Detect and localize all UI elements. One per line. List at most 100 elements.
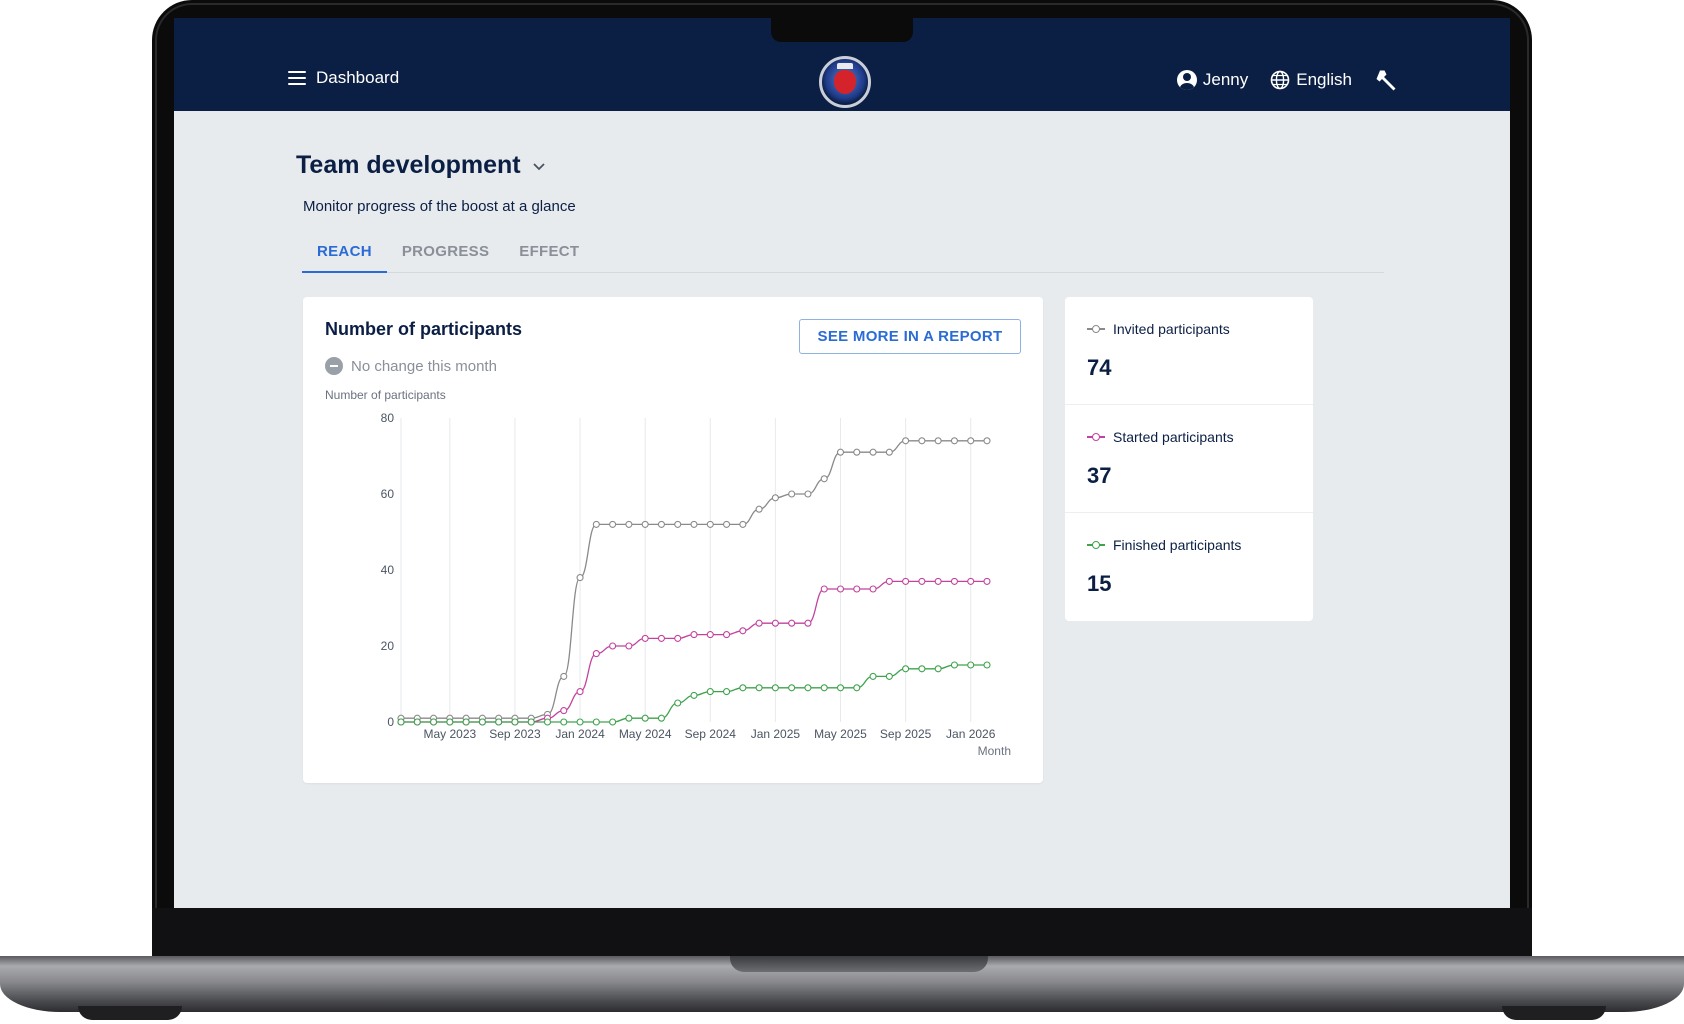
brand-logo[interactable] — [819, 56, 871, 108]
x-tick-label: May 2025 — [814, 727, 867, 741]
data-point — [560, 718, 568, 726]
stat-finished-value: 15 — [1087, 571, 1112, 596]
data-point — [950, 437, 958, 445]
data-point — [478, 718, 486, 726]
data-point — [902, 437, 910, 445]
user-icon — [1176, 70, 1197, 90]
stat-finished-label: Finished participants — [1113, 537, 1242, 553]
data-point — [950, 661, 958, 669]
data-point — [755, 619, 763, 627]
data-point — [674, 634, 682, 642]
stat-invited-label: Invited participants — [1113, 321, 1230, 337]
data-point — [934, 437, 942, 445]
data-point — [739, 684, 747, 692]
data-point — [625, 714, 633, 722]
data-point — [592, 718, 600, 726]
participants-line-chart: Number of participants 0 20 40 60 80 May 2023 S… — [325, 388, 1011, 758]
stat-finished: Finished participants 15 — [1065, 513, 1313, 621]
x-tick-label: Jan 2025 — [751, 727, 801, 741]
data-point — [609, 718, 617, 726]
data-point — [918, 577, 926, 585]
participants-chart-card: Number of participants SEE MORE IN A REP… — [303, 297, 1043, 783]
legend-line-icon — [1087, 432, 1105, 442]
data-point — [804, 684, 812, 692]
wrench-icon — [1376, 70, 1396, 91]
data-point — [706, 688, 714, 696]
data-point — [950, 577, 958, 585]
data-point — [576, 574, 584, 582]
data-point — [576, 718, 584, 726]
y-axis-title: Number of participants — [325, 388, 446, 402]
language-selector[interactable]: English — [1270, 70, 1352, 90]
data-point — [820, 684, 828, 692]
camera-notch — [771, 18, 913, 42]
data-point — [869, 672, 877, 680]
settings-button[interactable] — [1374, 68, 1398, 92]
data-point — [788, 619, 796, 627]
tab-bar: REACH PROGRESS EFFECT — [302, 233, 1384, 273]
data-point — [967, 661, 975, 669]
chevron-down-icon — [532, 162, 545, 170]
data-point — [853, 448, 861, 456]
data-point — [739, 627, 747, 635]
data-point — [983, 661, 991, 669]
tab-progress[interactable]: PROGRESS — [401, 243, 490, 260]
data-point — [983, 437, 991, 445]
data-point — [723, 520, 731, 528]
y-tick-label: 80 — [381, 411, 395, 425]
data-point — [723, 631, 731, 639]
data-point — [674, 699, 682, 707]
tab-effect[interactable]: EFFECT — [519, 243, 580, 260]
data-point — [902, 665, 910, 673]
y-tick-label: 0 — [387, 715, 394, 729]
legend-line-icon — [1087, 540, 1105, 550]
page-title-dropdown[interactable]: Team development — [296, 151, 547, 180]
user-menu[interactable]: Jenny — [1176, 70, 1248, 90]
data-point — [836, 684, 845, 692]
tab-reach[interactable]: REACH — [302, 233, 387, 273]
page-subtitle: Monitor progress of the boost at a glanc… — [303, 198, 576, 215]
laptop-foot-right — [1502, 1006, 1606, 1020]
data-point — [902, 577, 910, 585]
data-point — [592, 650, 600, 658]
data-point — [918, 437, 926, 445]
x-tick-label: May 2023 — [423, 727, 476, 741]
data-point — [706, 520, 714, 528]
screen: Dashboard Jenny English — [174, 18, 1510, 908]
x-tick-label: May 2024 — [619, 727, 672, 741]
data-point — [967, 437, 975, 445]
x-tick-label: Sep 2024 — [685, 727, 737, 741]
data-point — [771, 494, 779, 502]
data-point — [641, 520, 649, 528]
stat-invited-value: 74 — [1087, 355, 1112, 380]
data-point — [560, 672, 568, 680]
data-point — [446, 718, 454, 726]
data-point — [609, 642, 617, 650]
menu-button[interactable]: Dashboard — [288, 68, 399, 88]
data-point — [918, 665, 926, 673]
data-point — [739, 520, 747, 528]
data-point — [885, 448, 893, 456]
menu-label: Dashboard — [316, 68, 400, 87]
data-point — [625, 642, 633, 650]
data-point — [755, 684, 763, 692]
data-point — [788, 684, 796, 692]
data-point — [690, 520, 698, 528]
language-label: English — [1296, 70, 1352, 89]
data-point — [592, 520, 600, 528]
stat-invited-label-row: Invited participants — [1087, 321, 1230, 337]
data-point — [495, 718, 503, 726]
data-point — [853, 684, 861, 692]
see-report-button[interactable]: SEE MORE IN A REPORT — [799, 319, 1021, 354]
data-point — [511, 718, 519, 726]
series-line-0 — [401, 440, 987, 719]
minus-circle-icon — [325, 357, 343, 375]
data-point — [690, 631, 698, 639]
data-point — [641, 714, 649, 722]
data-point — [934, 665, 942, 673]
y-tick-label: 60 — [381, 487, 395, 501]
y-tick-label: 20 — [381, 639, 395, 653]
crown-icon — [837, 63, 853, 69]
data-point — [609, 520, 617, 528]
data-point — [657, 714, 665, 722]
